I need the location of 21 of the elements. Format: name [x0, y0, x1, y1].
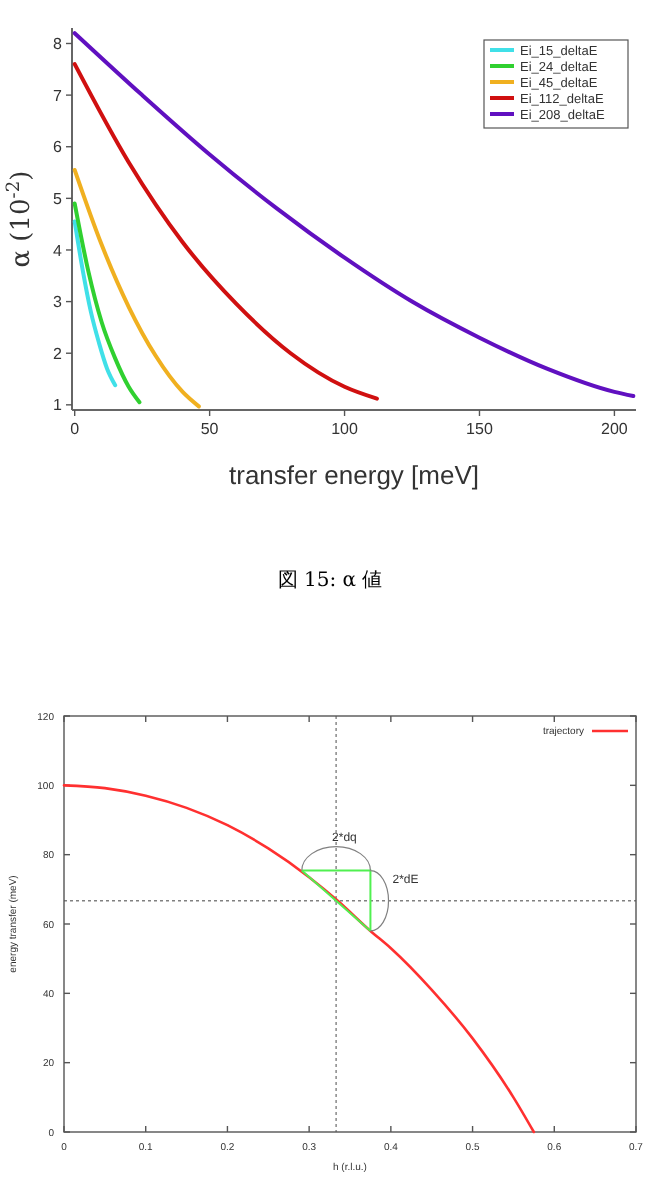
- y-tick-label: 6: [53, 138, 64, 157]
- x-tick-label: 0: [70, 420, 81, 438]
- y-tick-label: 7: [53, 86, 64, 105]
- y-tick-label: 4: [53, 241, 64, 260]
- line-series: [62, 784, 536, 1134]
- caption: 図 15: α 値: [277, 568, 383, 592]
- line-series: [72, 201, 142, 405]
- x-axis-title: transfer energy [meV]: [229, 460, 479, 490]
- x-tick-label: 150: [466, 420, 494, 438]
- y-tick-label: 2: [53, 344, 64, 363]
- line-series: [72, 62, 379, 401]
- line-series: [72, 219, 118, 388]
- x-tick-label: 100: [331, 420, 359, 438]
- y-tick-label: 5: [53, 189, 64, 208]
- x-tick-label: 200: [601, 420, 629, 438]
- y-tick-label: 1: [53, 396, 64, 415]
- line-series: [72, 31, 636, 399]
- y-tick-label: 3: [53, 293, 64, 312]
- y-tick-label: 8: [53, 35, 64, 54]
- x-tick-label: 50: [200, 420, 220, 438]
- line-series: [72, 167, 201, 409]
